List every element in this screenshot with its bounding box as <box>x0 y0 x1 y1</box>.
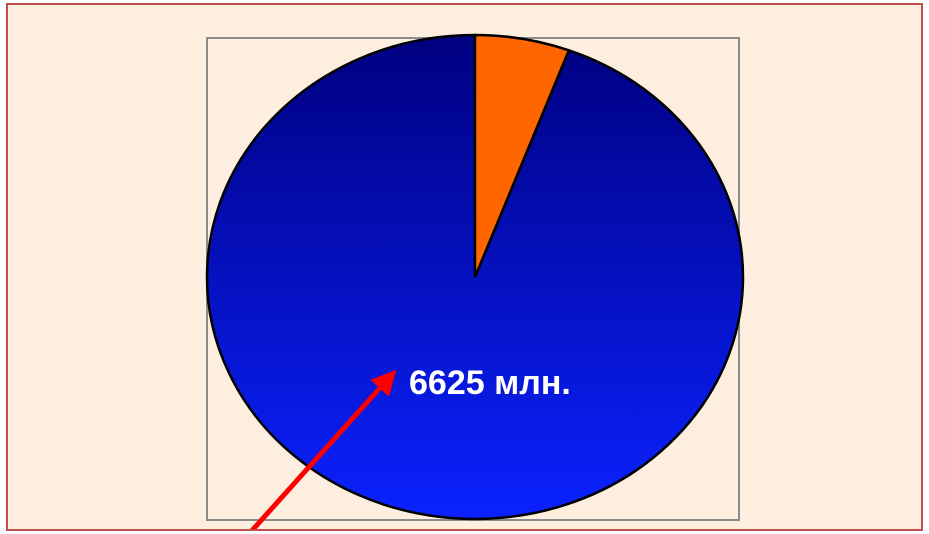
pie-chart: 6625 млн.400 млн. <box>205 33 745 529</box>
pie-slice-400 <box>473 33 571 278</box>
annotation-arrow <box>250 369 397 529</box>
slide-frame: 6625 млн.400 млн. <box>6 3 923 531</box>
data-label-6625: 6625 млн. <box>409 364 571 402</box>
